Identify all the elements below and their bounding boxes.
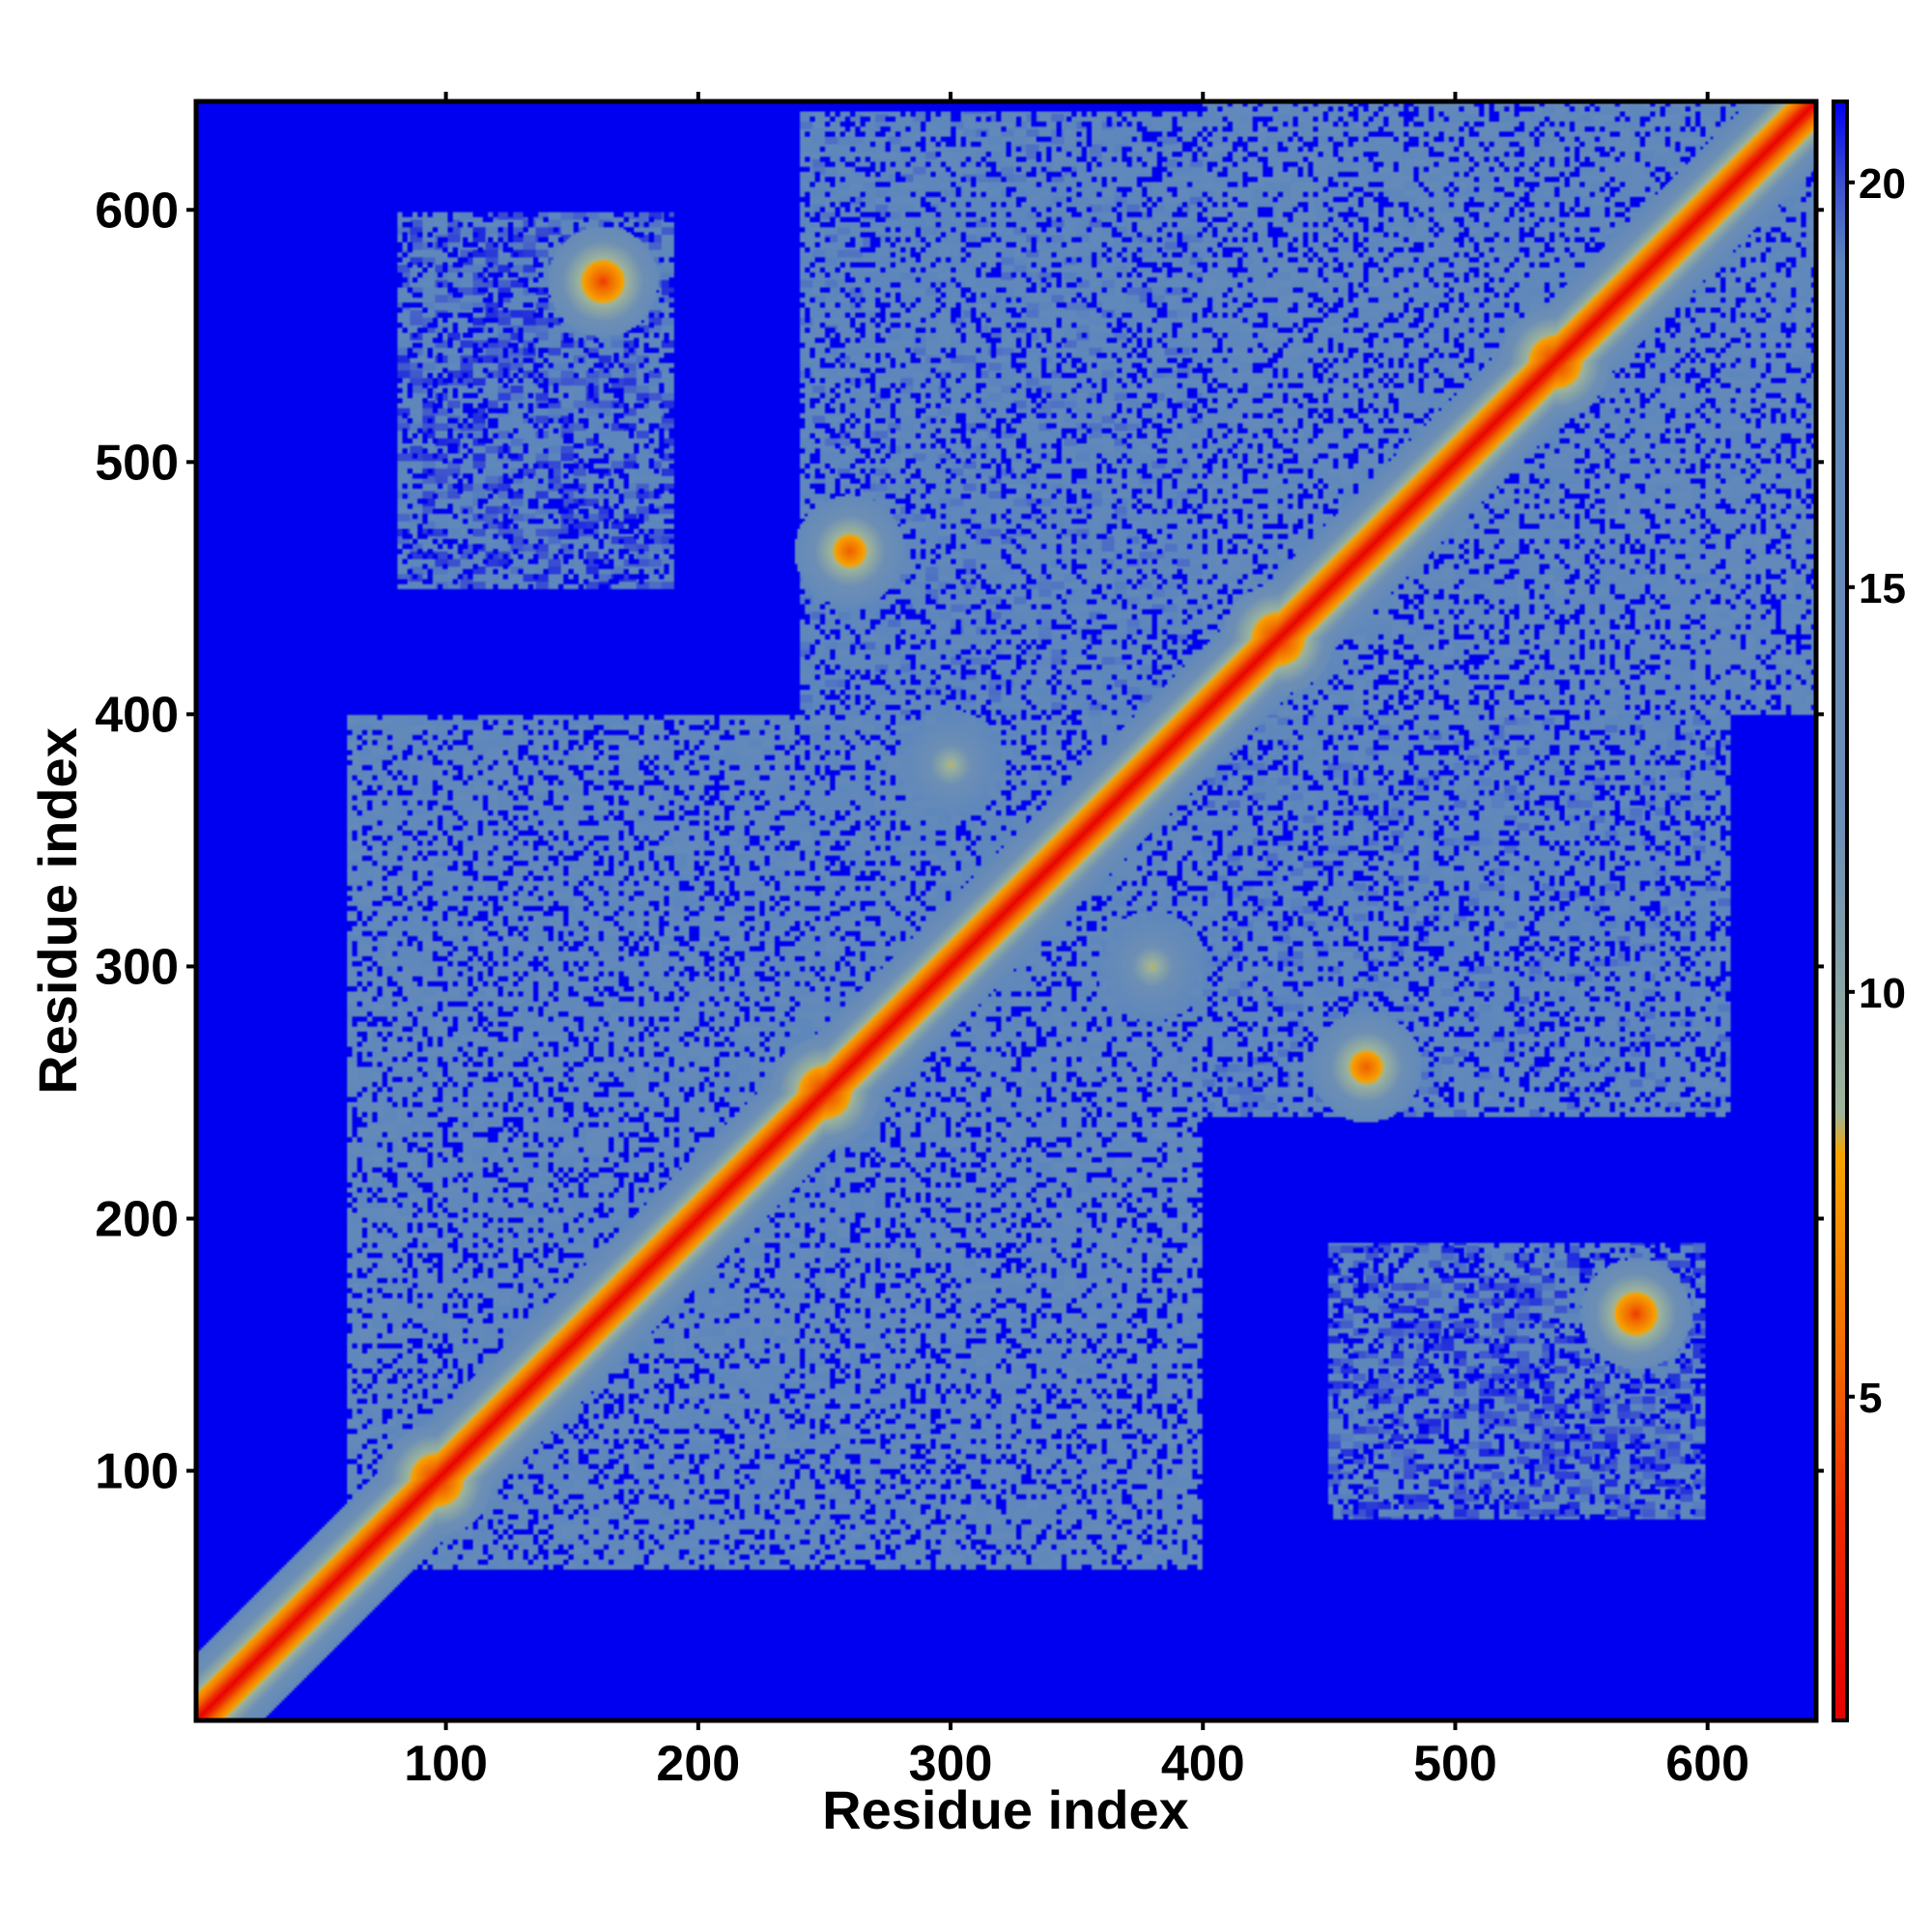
colorbar	[1832, 99, 1849, 1722]
x-tick-label: 600	[1665, 1736, 1749, 1792]
x-tick-label: 100	[404, 1736, 488, 1792]
x-axis-title: Residue index	[822, 1779, 1189, 1840]
x-tick-label: 200	[656, 1736, 740, 1792]
y-axis-title: Residue index	[27, 727, 88, 1094]
heatmap-area	[196, 101, 1816, 1720]
x-tick-label: 300	[909, 1736, 993, 1792]
y-tick-label: 500	[95, 435, 179, 491]
y-tick-label: 600	[95, 183, 179, 239]
heatmap-image	[196, 101, 1816, 1720]
axes: 100 200 300 400 500 600 100 200 300 400 500 600	[95, 92, 1824, 1792]
y-tick-label: 200	[95, 1191, 179, 1247]
y-tick-label: 100	[95, 1444, 179, 1500]
colorbar-tick-label: 15	[1859, 565, 1906, 612]
plot-frame	[193, 99, 1819, 1723]
colorbar-tick-label: 5	[1859, 1375, 1882, 1422]
y-tick-label: 400	[95, 687, 179, 743]
y-tick-label: 300	[95, 939, 179, 995]
colorbar-axis: 5 10 15 20	[1847, 160, 1906, 1422]
colorbar-tick-label: 10	[1859, 970, 1906, 1017]
colorbar-tick-label: 20	[1859, 160, 1906, 208]
x-tick-label: 400	[1161, 1736, 1245, 1792]
x-tick-label: 500	[1413, 1736, 1497, 1792]
